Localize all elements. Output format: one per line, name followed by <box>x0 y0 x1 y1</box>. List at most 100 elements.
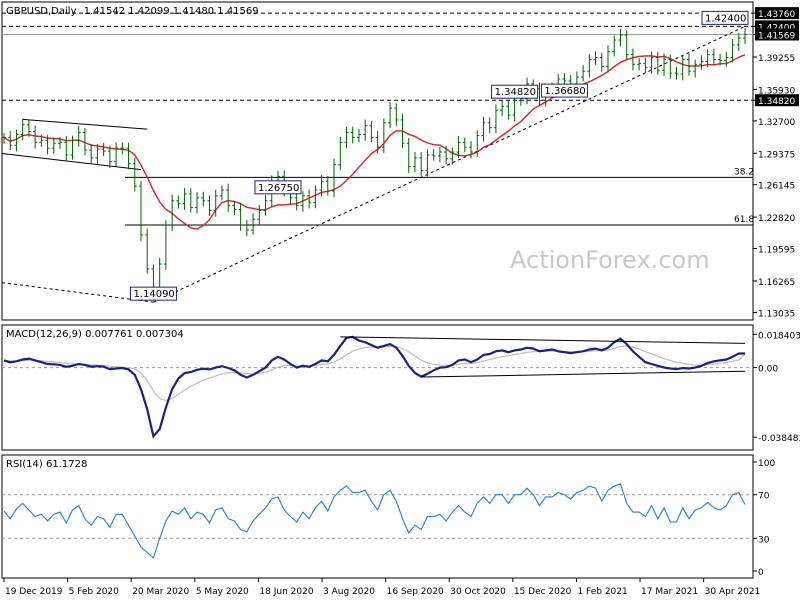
price-bar <box>500 100 505 117</box>
price-bar <box>394 103 399 127</box>
price-bar <box>163 220 168 270</box>
price-bar <box>487 117 492 134</box>
x-tick-label: 30 Apr 2021 <box>705 587 761 597</box>
price-annotation-box <box>491 84 539 99</box>
x-tick-label: 5 May 2020 <box>196 587 249 597</box>
price-bar <box>388 101 393 129</box>
price-bar <box>363 119 368 141</box>
rsi-tick-label: 100 <box>758 459 775 469</box>
price-bar <box>506 100 511 120</box>
x-tick-label: 5 Feb 2020 <box>69 587 120 597</box>
macd-tick-label: 0.00 <box>758 365 778 375</box>
price-bar <box>257 205 262 226</box>
price-bar <box>462 137 467 153</box>
price-bar <box>512 94 517 122</box>
price-bar <box>624 30 629 60</box>
price-bar <box>325 176 330 196</box>
price-bar <box>412 151 417 173</box>
price-annotation-label: 1.42400 <box>705 13 746 24</box>
price-tag-box <box>755 7 799 20</box>
price-bar <box>126 142 131 170</box>
price-bar <box>82 127 87 156</box>
price-bar <box>294 191 299 211</box>
rsi-tick-label: 70 <box>758 492 770 502</box>
price-bar <box>76 126 81 147</box>
price-bar <box>238 203 243 231</box>
price-tick-label: 1.16265 <box>758 278 795 288</box>
ohlc-values: 1.41542 1.42099 1.41480 1.41569 <box>84 6 259 17</box>
price-bar <box>39 134 44 147</box>
macd-title: MACD(12,26,9) 0.007761 0.007304 <box>6 329 184 340</box>
x-tick-label: 1 Feb 2021 <box>577 587 627 597</box>
channel-lower-line <box>1 153 142 171</box>
price-bar <box>475 130 480 157</box>
price-bar <box>630 48 635 71</box>
price-bar <box>2 133 6 144</box>
price-bar <box>120 142 125 155</box>
price-bar <box>20 118 25 141</box>
price-bar <box>693 59 698 78</box>
macd-tick-label: -0.038483 <box>758 434 800 444</box>
price-bar <box>182 187 187 210</box>
price-bar <box>338 136 343 170</box>
price-bar <box>344 126 349 149</box>
macd-upper-trend-line <box>340 336 746 344</box>
price-bar <box>493 104 498 134</box>
rsi-y-axis: 100 70 30 0 <box>753 459 775 578</box>
price-bar <box>101 143 106 157</box>
x-tick-label: 30 Oct 2020 <box>450 587 506 597</box>
price-bar <box>612 35 617 57</box>
price-bar <box>369 120 374 143</box>
price-bar <box>686 53 691 76</box>
rsi-tick-label: 0 <box>758 568 764 578</box>
x-axis: 19 Dec 2019 5 Feb 2020 20 Mar 2020 5 May 20… <box>3 578 761 597</box>
price-bar <box>350 126 355 144</box>
price-bar <box>381 118 386 153</box>
price-bar <box>456 135 461 158</box>
price-bar <box>730 38 735 63</box>
price-annotation-box <box>540 83 588 98</box>
price-bar <box>668 54 673 79</box>
x-tick-label: 15 Dec 2020 <box>514 587 572 597</box>
price-bar <box>195 192 200 214</box>
rising-trend-line <box>153 25 746 303</box>
price-tick-label: 1.35930 <box>758 86 795 96</box>
price-bar <box>226 183 231 212</box>
macd-y-axis: 0.018403 0.00 -0.038483 <box>753 331 800 444</box>
trend-lines <box>1 25 746 303</box>
price-annotation-label: 1.14090 <box>133 289 174 300</box>
x-tick-label: 19 Dec 2019 <box>5 587 63 597</box>
macd-trend-lines <box>340 336 746 378</box>
price-bar <box>107 145 112 169</box>
price-bar <box>132 157 137 192</box>
price-bar <box>406 137 411 173</box>
price-annotation-label: 1.26750 <box>258 183 299 194</box>
price-bar <box>70 135 75 160</box>
price-annotations: 1.42400 1.34820 1.36680 1.26750 1.14090 <box>129 10 749 301</box>
macd-tick-label: 0.018403 <box>758 331 800 341</box>
price-bar <box>593 51 598 65</box>
price-bar <box>655 52 660 75</box>
price-bar <box>207 195 212 216</box>
price-bar <box>313 185 318 209</box>
price-bar <box>581 65 586 82</box>
rsi-title: RSI(14) 61.1728 <box>6 459 87 470</box>
price-bar <box>481 116 486 142</box>
price-bar <box>51 137 56 154</box>
price-bar <box>400 113 405 148</box>
moving-average-line <box>3 54 746 230</box>
price-bar <box>643 57 648 73</box>
price-tick-label: 1.39255 <box>758 54 795 64</box>
price-bar <box>469 140 474 159</box>
x-tick-label: 16 Sep 2020 <box>387 587 444 597</box>
price-bar <box>332 158 337 198</box>
price-annotation-box <box>254 180 302 195</box>
rsi-line <box>3 483 746 559</box>
price-tick-label: 1.43760 <box>758 10 795 20</box>
watermark: ActionForex.com <box>510 246 710 274</box>
price-bar <box>33 125 38 149</box>
price-bar <box>450 147 455 165</box>
rsi-reference-lines <box>2 494 753 539</box>
